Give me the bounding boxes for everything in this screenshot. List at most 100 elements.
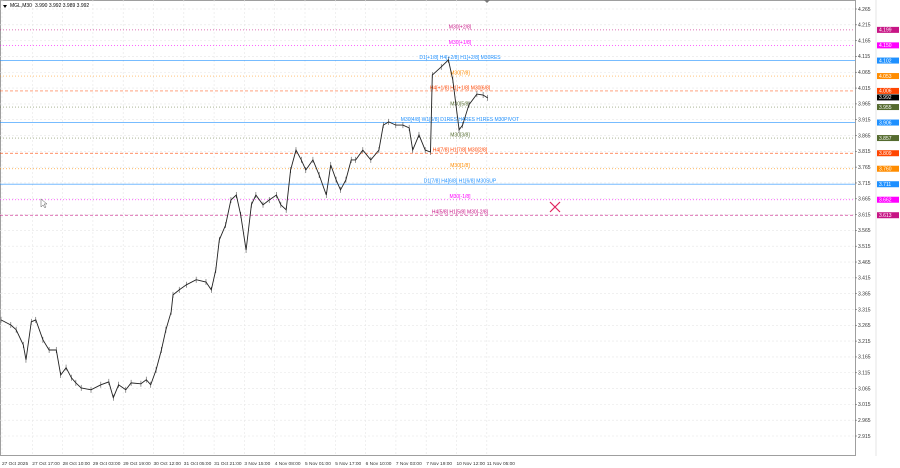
x-tick-label: 7 Nov 19:00 bbox=[426, 461, 452, 467]
time-axis[interactable]: 27 Oct 2025 27 Oct 17:00 28 Oct 10:00 29 Oc… bbox=[2, 461, 515, 467]
level-label: D1[7/8] H4[6/8] H1[6/8] M30SUP bbox=[424, 179, 497, 185]
y-tick-label: 4.115 bbox=[858, 54, 870, 60]
current-price-tag bbox=[877, 94, 899, 101]
x-tick-label: 27 Oct 2025 bbox=[2, 461, 28, 467]
x-tick-label: 6 Nov 10:00 bbox=[366, 461, 392, 467]
y-tick-label: 2.965 bbox=[858, 418, 871, 424]
plot-frame bbox=[0, 0, 856, 456]
x-tick-label: 31 Oct 21:00 bbox=[214, 461, 242, 467]
y-tick-label: 3.265 bbox=[858, 323, 871, 329]
x-tick-label: 28 Oct 10:00 bbox=[63, 461, 91, 467]
x-tick-label: 4 Nov 08:00 bbox=[275, 461, 301, 467]
y-tick-label: 3.765 bbox=[858, 165, 871, 171]
level-label: M30[4/8] W1[6/8] D1RES H4RES H1RES M30PI… bbox=[401, 117, 519, 123]
price-axis[interactable]: 4.265 4.215 4.165 4.115 4.065 4.015 3.965 3.915… bbox=[855, 7, 899, 440]
y-tick-label: 3.065 bbox=[858, 386, 871, 392]
ohlc-values: 3.990 3.992 3.989 3.992 bbox=[34, 3, 90, 9]
level-label: H4[7/8] H1[7/8] M30[2/8] bbox=[433, 148, 488, 154]
level-label: M30[-1/8] bbox=[449, 194, 471, 200]
price-tag bbox=[877, 196, 899, 203]
x-tick-label: 31 Oct 05:00 bbox=[184, 461, 212, 467]
x-tick-label: 5 Nov 01:00 bbox=[305, 461, 331, 467]
y-tick-label: 3.215 bbox=[858, 339, 871, 345]
x-tick-label: 7 Nov 03:00 bbox=[396, 461, 422, 467]
symbol-timeframe: MGL,M30 bbox=[10, 3, 32, 9]
price-tag bbox=[877, 135, 899, 142]
x-tick-label: 10 Nov 12:00 bbox=[457, 461, 486, 467]
price-tag bbox=[877, 104, 899, 111]
mouse-cursor-icon bbox=[40, 198, 48, 209]
price-line bbox=[0, 59, 488, 400]
level-label: M30[3/8] bbox=[450, 133, 470, 139]
price-tag-label: 4.006 bbox=[879, 89, 892, 95]
level-label: M30[7/8] bbox=[450, 71, 470, 77]
level-label: M30[5/8] bbox=[450, 102, 470, 108]
level-label: D1[+1/8] H4[+2/8] H1[+2/8] M30RES bbox=[419, 55, 501, 61]
y-tick-label: 4.265 bbox=[858, 7, 871, 13]
y-tick-label: 3.915 bbox=[858, 118, 871, 124]
x-tick-label: 27 Oct 17:00 bbox=[32, 461, 60, 467]
y-tick-label: 3.415 bbox=[858, 276, 871, 282]
y-tick-label: 4.165 bbox=[858, 38, 871, 44]
y-tick-label: 3.565 bbox=[858, 228, 871, 234]
price-tag-label: 3.613 bbox=[879, 213, 892, 219]
price-tag-label: 3.662 bbox=[879, 198, 892, 204]
y-tick-label: 4.015 bbox=[858, 86, 871, 92]
y-tick-label: 3.365 bbox=[858, 291, 871, 297]
x-mark-icon bbox=[549, 201, 561, 213]
x-tick-label: 3 Nov 15:00 bbox=[244, 461, 270, 467]
level-label: H4[5/8] H1[5/8] M30[-2/8] bbox=[432, 210, 489, 216]
price-tag bbox=[877, 42, 899, 49]
x-tick-label: 11 Nov 05:00 bbox=[487, 461, 516, 467]
price-tag-label: 3.711 bbox=[879, 182, 891, 188]
price-tag bbox=[877, 87, 899, 94]
x-tick-label: 29 Oct 03:00 bbox=[93, 461, 121, 467]
price-tag-label: 4.199 bbox=[879, 28, 892, 34]
y-tick-label: 4.215 bbox=[858, 23, 871, 29]
level-label: M30[1/8] bbox=[450, 163, 470, 169]
level-label: H4[+1/8] H1[+1/8] M30[6/8] bbox=[430, 85, 491, 91]
y-tick-label: 3.165 bbox=[858, 355, 871, 361]
price-tag-label: 3.857 bbox=[879, 136, 892, 142]
y-tick-label: 3.115 bbox=[858, 371, 870, 377]
price-tag-label: 4.150 bbox=[879, 43, 892, 49]
price-tag bbox=[877, 57, 899, 64]
price-tag bbox=[877, 73, 899, 80]
y-tick-label: 3.465 bbox=[858, 260, 871, 266]
level-lines: M30[+2/8] M30[+1/8] D1[+1/8] H4[+2/8] H1[+… bbox=[0, 24, 855, 216]
price-tag-label: 3.760 bbox=[879, 167, 892, 173]
y-tick-label: 3.865 bbox=[858, 133, 871, 139]
x-tick-label: 29 Oct 19:00 bbox=[123, 461, 151, 467]
y-tick-label: 2.915 bbox=[858, 434, 871, 440]
y-tick-label: 3.315 bbox=[858, 307, 871, 313]
chart-header: MGL,M30 3.990 3.992 3.989 3.992 bbox=[3, 3, 89, 9]
dropdown-triangle-icon[interactable] bbox=[3, 4, 7, 8]
grid bbox=[0, 0, 877, 456]
price-tag-label: 3.955 bbox=[879, 105, 892, 111]
price-tag bbox=[877, 119, 899, 126]
price-tag bbox=[877, 165, 899, 172]
chart-shift-icon bbox=[484, 0, 490, 3]
y-tick-label: 4.065 bbox=[858, 70, 871, 76]
level-label: M30[+2/8] bbox=[449, 24, 472, 30]
y-tick-label: 3.615 bbox=[858, 212, 871, 218]
current-price-label: 3.992 bbox=[879, 95, 892, 101]
x-tick-label: 30 Oct 12:00 bbox=[154, 461, 182, 467]
y-tick-label: 3.015 bbox=[858, 402, 871, 408]
level-label: M30[+1/8] bbox=[449, 40, 472, 46]
price-tag-label: 4.053 bbox=[879, 74, 892, 80]
price-tag-label: 3.809 bbox=[879, 151, 892, 157]
y-tick-label: 3.965 bbox=[858, 102, 871, 108]
price-tag bbox=[877, 212, 899, 219]
y-tick-label: 3.665 bbox=[858, 197, 871, 203]
price-tag bbox=[877, 150, 899, 157]
chart-objects bbox=[40, 0, 561, 213]
price-tag bbox=[877, 181, 899, 188]
y-tick-label: 3.815 bbox=[858, 149, 871, 155]
x-tick-label: 5 Nov 17:00 bbox=[335, 461, 361, 467]
price-tag-label: 4.102 bbox=[879, 58, 892, 64]
price-tag-label: 3.906 bbox=[879, 120, 892, 126]
y-tick-label: 3.515 bbox=[858, 244, 871, 250]
y-tick-label: 3.715 bbox=[858, 181, 871, 187]
